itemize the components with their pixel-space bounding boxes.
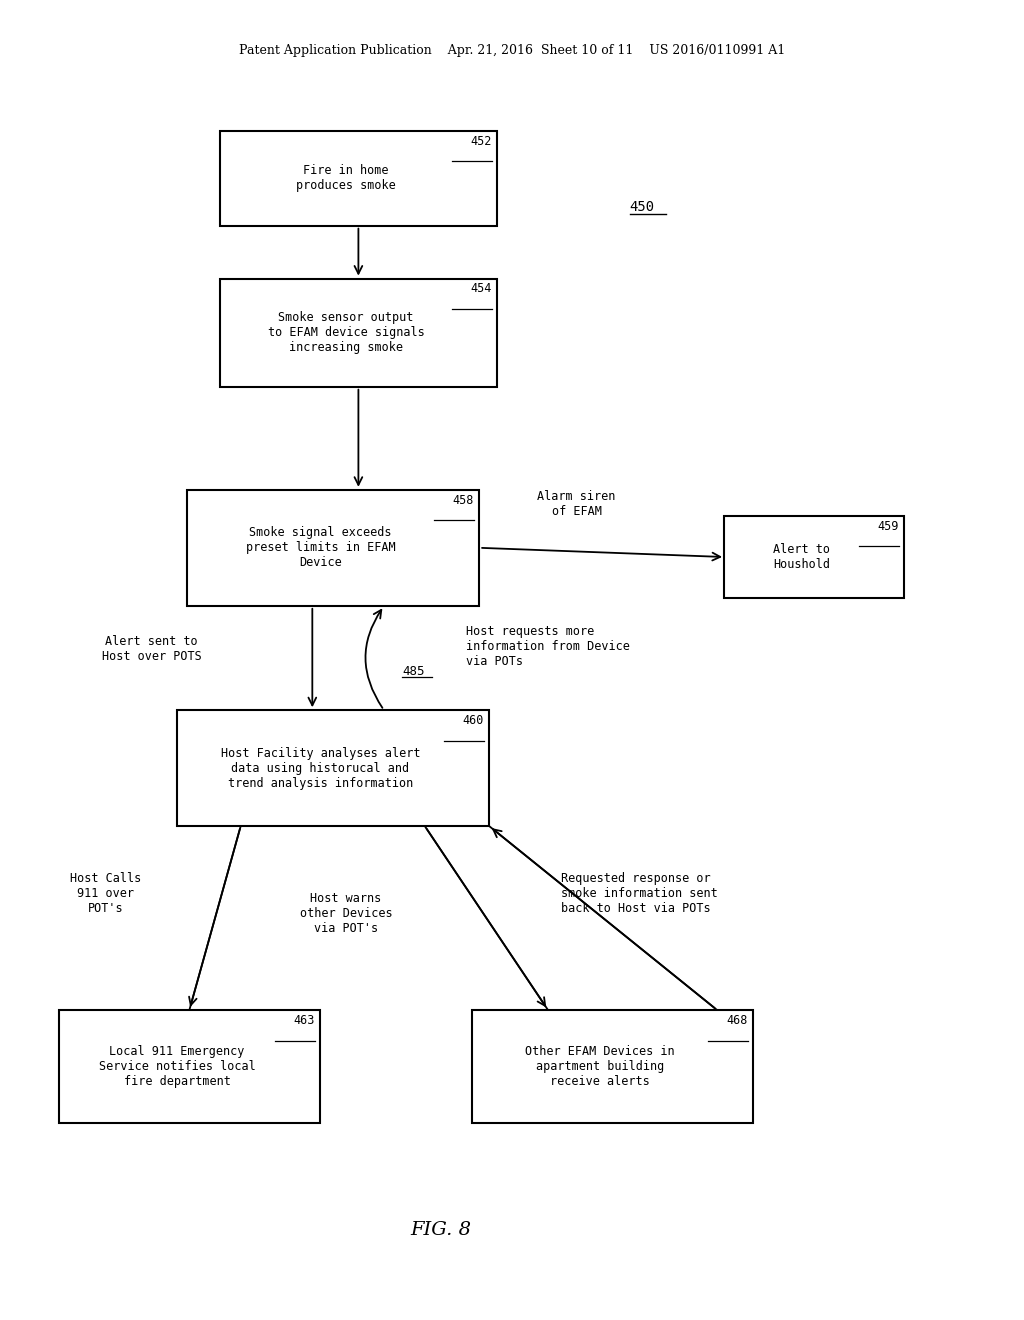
- Text: Fire in home
produces smoke: Fire in home produces smoke: [296, 164, 396, 193]
- Text: Local 911 Emergency
Service notifies local
fire department: Local 911 Emergency Service notifies loc…: [98, 1045, 256, 1088]
- FancyBboxPatch shape: [220, 131, 497, 226]
- FancyBboxPatch shape: [177, 710, 489, 826]
- FancyBboxPatch shape: [58, 1011, 319, 1122]
- Text: 485: 485: [402, 665, 425, 678]
- Text: 458: 458: [453, 494, 473, 507]
- Text: Other EFAM Devices in
apartment building
receive alerts: Other EFAM Devices in apartment building…: [525, 1045, 675, 1088]
- Text: Host requests more
information from Device
via POTs: Host requests more information from Devi…: [466, 626, 630, 668]
- Text: Patent Application Publication    Apr. 21, 2016  Sheet 10 of 11    US 2016/01109: Patent Application Publication Apr. 21, …: [239, 44, 785, 57]
- Text: 452: 452: [470, 135, 492, 148]
- Text: Alert to
Houshold: Alert to Houshold: [773, 543, 830, 572]
- Text: 459: 459: [878, 520, 899, 533]
- Text: Smoke sensor output
to EFAM device signals
increasing smoke: Smoke sensor output to EFAM device signa…: [267, 312, 425, 354]
- FancyBboxPatch shape: [187, 490, 479, 606]
- FancyBboxPatch shape: [220, 279, 497, 387]
- Text: Alarm siren
of EFAM: Alarm siren of EFAM: [538, 490, 615, 519]
- Text: Host Facility analyses alert
data using historucal and
trend analysis informatio: Host Facility analyses alert data using …: [221, 747, 420, 789]
- Text: Alert sent to
Host over POTS: Alert sent to Host over POTS: [101, 635, 202, 664]
- Text: 450: 450: [630, 201, 655, 214]
- FancyArrowPatch shape: [366, 610, 382, 708]
- Text: 463: 463: [294, 1014, 315, 1027]
- Text: Smoke signal exceeds
preset limits in EFAM
Device: Smoke signal exceeds preset limits in EF…: [246, 527, 395, 569]
- Text: 454: 454: [470, 282, 492, 296]
- FancyBboxPatch shape: [471, 1011, 754, 1122]
- Text: FIG. 8: FIG. 8: [410, 1221, 471, 1239]
- Text: Host Calls
911 over
POT's: Host Calls 911 over POT's: [70, 873, 141, 915]
- FancyBboxPatch shape: [725, 516, 904, 598]
- Text: 468: 468: [727, 1014, 748, 1027]
- Text: Requested response or
smoke information sent
back to Host via POTs: Requested response or smoke information …: [561, 873, 718, 915]
- Text: Host warns
other Devices
via POT's: Host warns other Devices via POT's: [300, 892, 392, 935]
- Text: 460: 460: [463, 714, 484, 727]
